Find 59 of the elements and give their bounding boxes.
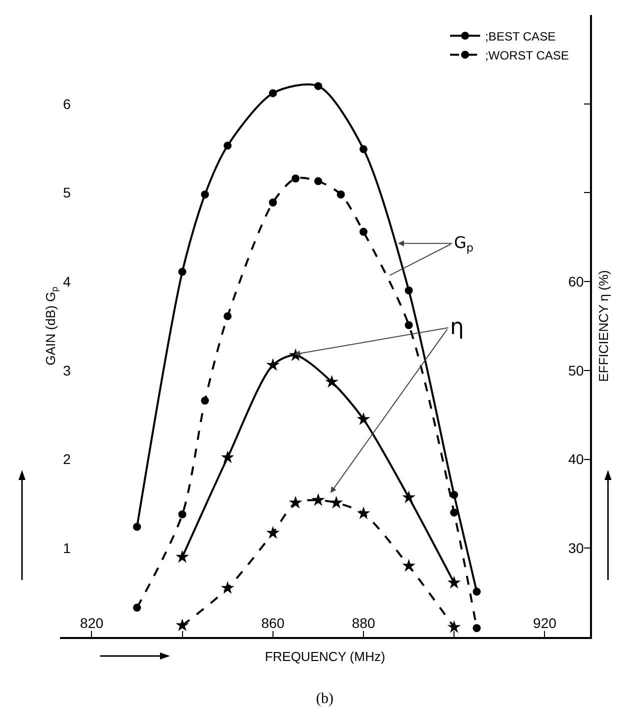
y-tick-label: 5 — [63, 184, 71, 201]
point — [176, 618, 189, 632]
annotation: η — [450, 315, 464, 340]
point — [224, 312, 232, 320]
point — [360, 228, 368, 236]
point — [472, 588, 481, 596]
point — [178, 510, 186, 518]
y2-tick-label: 50 — [568, 362, 584, 378]
point — [325, 374, 338, 388]
y-tick-label: 4 — [63, 273, 71, 290]
point — [314, 177, 322, 186]
y2-tick-label: 30 — [568, 540, 584, 556]
point — [200, 396, 209, 405]
point — [402, 558, 416, 572]
x-tick-label: 860 — [261, 615, 285, 631]
y-tick-label: 6 — [63, 96, 71, 112]
text: (b) — [316, 691, 334, 707]
point — [450, 490, 458, 499]
x-tick-label: 880 — [352, 615, 376, 631]
point — [356, 412, 370, 425]
y-tick-label: 2 — [63, 451, 71, 468]
point — [312, 493, 325, 506]
point — [336, 190, 345, 198]
point — [402, 490, 416, 504]
point — [447, 620, 461, 633]
point — [176, 550, 189, 563]
x-axis-title: FREQUENCY (MHz) — [264, 649, 386, 664]
point — [330, 496, 343, 508]
point — [314, 82, 322, 90]
point — [288, 496, 302, 508]
y2-tick-label: 60 — [568, 273, 584, 290]
x-tick-label: 820 — [80, 615, 104, 631]
point — [447, 576, 461, 588]
x-tick-label: 920 — [533, 615, 557, 631]
point — [266, 358, 280, 371]
point — [268, 89, 277, 98]
point — [360, 145, 368, 154]
point — [404, 321, 413, 330]
y2-axis-title: EFFICIENCY η (%) — [596, 270, 612, 382]
point — [356, 506, 370, 520]
point — [220, 450, 234, 464]
point — [133, 522, 142, 531]
y-tick-label: 3 — [63, 362, 71, 378]
point — [404, 286, 413, 294]
legend-label: ;BEST CASE — [485, 29, 556, 44]
point — [178, 268, 186, 276]
point — [472, 624, 481, 632]
y2-tick-label: 40 — [568, 451, 584, 468]
y-tick-label: 1 — [63, 540, 71, 556]
point — [220, 581, 234, 594]
point — [292, 174, 300, 182]
point — [224, 142, 232, 150]
legend-label: ;WORST CASE — [485, 48, 569, 62]
point — [133, 604, 142, 612]
annotation: G$_{p}$ — [454, 233, 474, 254]
point — [266, 526, 280, 539]
point — [200, 190, 209, 198]
point — [450, 508, 458, 517]
point — [268, 198, 277, 206]
